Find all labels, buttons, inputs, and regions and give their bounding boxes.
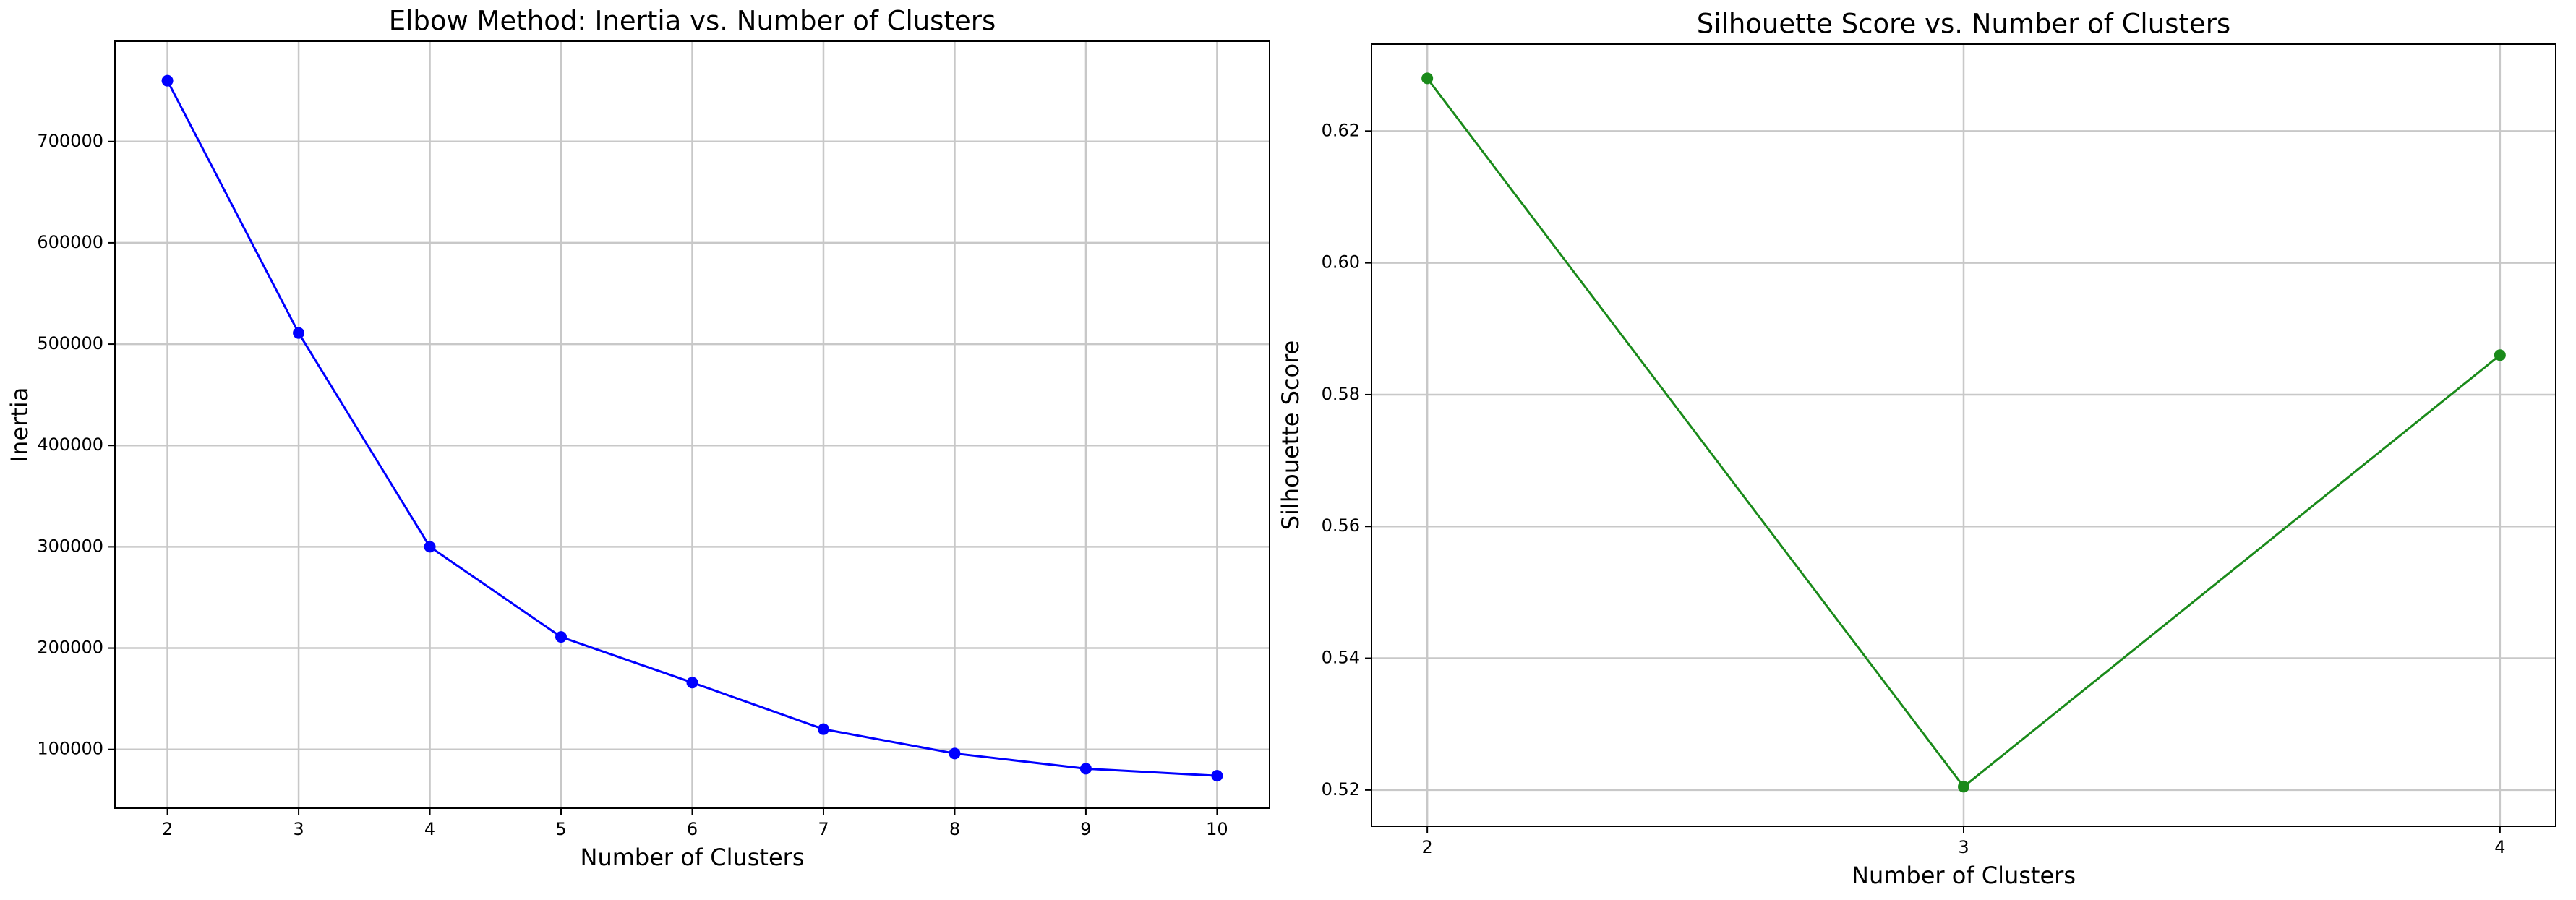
data-point bbox=[1079, 763, 1092, 775]
data-point bbox=[686, 677, 698, 689]
x-tick-label: 7 bbox=[818, 819, 829, 839]
y-tick-label: 700000 bbox=[37, 131, 103, 151]
data-point bbox=[424, 541, 436, 553]
x-tick-label: 2 bbox=[1422, 837, 1433, 857]
data-point bbox=[1421, 72, 1434, 85]
x-tick-label: 3 bbox=[293, 819, 304, 839]
y-axis-label: Inertia bbox=[6, 387, 33, 463]
y-tick-label: 0.52 bbox=[1322, 779, 1360, 800]
y-tick-label: 100000 bbox=[37, 739, 103, 759]
y-tick-label: 0.58 bbox=[1322, 384, 1360, 404]
x-tick-label: 4 bbox=[424, 819, 435, 839]
y-tick-label: 600000 bbox=[37, 232, 103, 252]
x-axis-label: Number of Clusters bbox=[1852, 862, 2076, 889]
data-point bbox=[817, 723, 829, 735]
y-tick-label: 0.62 bbox=[1322, 120, 1360, 140]
x-tick-label: 6 bbox=[687, 819, 698, 839]
data-point bbox=[555, 631, 568, 643]
plot-frame bbox=[114, 40, 1270, 809]
y-tick-label: 400000 bbox=[37, 434, 103, 455]
data-point bbox=[161, 74, 174, 87]
x-tick-label: 10 bbox=[1206, 819, 1228, 839]
y-tick-label: 300000 bbox=[37, 536, 103, 556]
data-point bbox=[1958, 781, 1969, 793]
data-point bbox=[2494, 349, 2506, 361]
y-tick-label: 0.56 bbox=[1322, 515, 1360, 536]
x-tick-label: 5 bbox=[555, 819, 566, 839]
x-tick-label: 4 bbox=[2494, 837, 2505, 857]
y-axis-label: Silhouette Score bbox=[1277, 340, 1304, 531]
y-tick-label: 500000 bbox=[37, 333, 103, 353]
data-point bbox=[1211, 770, 1223, 782]
y-tick-label: 0.54 bbox=[1322, 648, 1360, 668]
x-tick-label: 9 bbox=[1080, 819, 1091, 839]
plot-frame bbox=[1371, 43, 2556, 827]
y-tick-label: 200000 bbox=[37, 638, 103, 658]
x-axis-label: Number of Clusters bbox=[581, 844, 805, 871]
x-tick-label: 8 bbox=[949, 819, 960, 839]
data-point bbox=[949, 747, 961, 760]
data-point bbox=[293, 327, 305, 339]
y-tick-label: 0.60 bbox=[1322, 252, 1360, 273]
chart-title: Silhouette Score vs. Number of Clusters bbox=[1697, 9, 2230, 40]
x-tick-label: 3 bbox=[1958, 837, 1969, 857]
chart-title: Elbow Method: Inertia vs. Number of Clus… bbox=[389, 6, 996, 37]
x-tick-label: 2 bbox=[162, 819, 173, 839]
